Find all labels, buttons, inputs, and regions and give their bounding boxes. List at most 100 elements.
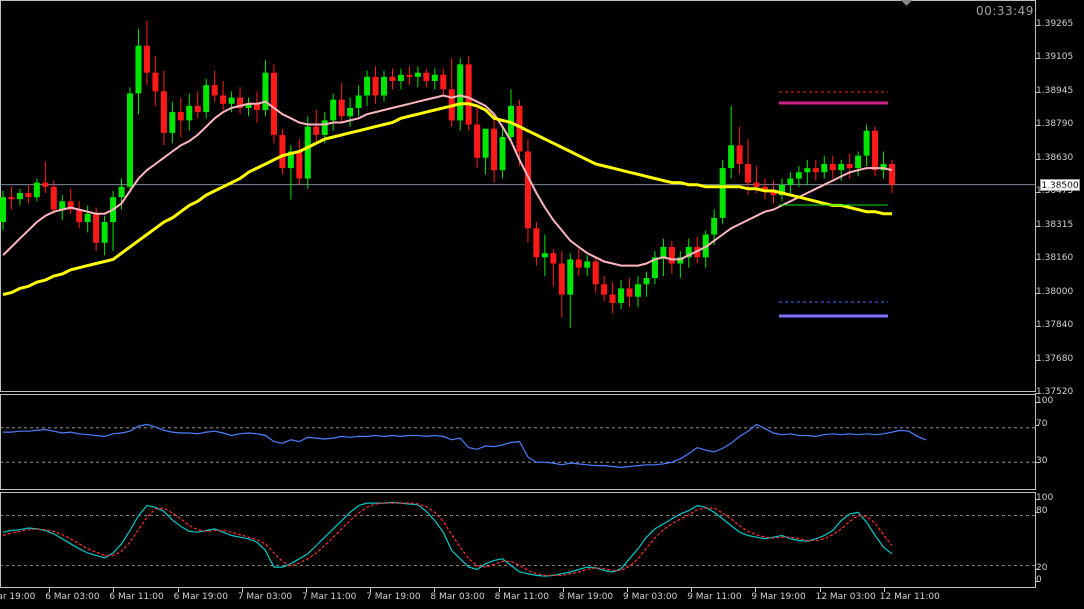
price-axis-label: 1.39105: [1036, 52, 1074, 63]
time-axis-label: 12 Mar 03:00: [815, 592, 876, 602]
candle-body: [42, 182, 49, 187]
price-axis-label: 1.38000: [1036, 286, 1074, 297]
candle-body: [618, 288, 625, 303]
candle-body: [440, 74, 447, 90]
candle-body: [135, 45, 142, 94]
candle-body: [770, 190, 777, 196]
candle-body: [143, 45, 150, 73]
candle-body: [287, 151, 294, 169]
time-axis-label: 12 Mar 11:00: [879, 592, 940, 602]
candle-body: [753, 182, 760, 187]
time-axis-label: 7 Mar 11:00: [302, 592, 357, 602]
candle-body: [601, 284, 608, 295]
candle-body: [668, 246, 675, 264]
candle-body: [558, 263, 565, 295]
stochastic-axis-label: 0: [1036, 575, 1042, 585]
axis-tick: [1035, 91, 1039, 93]
price-axis-label: 1.38315: [1036, 219, 1074, 230]
stochastic-indicator-pane[interactable]: [0, 492, 1036, 588]
candle-body: [491, 128, 498, 171]
axis-tick: [49, 588, 51, 592]
time-axis-label: 6 Mar 03:00: [45, 592, 100, 602]
axis-tick: [1035, 462, 1039, 463]
candle-body: [592, 261, 599, 285]
candle-body: [254, 103, 260, 111]
candle-body: [863, 130, 870, 156]
candle-body: [127, 93, 133, 187]
candle-body: [516, 105, 523, 152]
rsi-axis-label: 70: [1036, 419, 1048, 429]
candle-body: [25, 192, 32, 198]
candle-body: [829, 163, 836, 171]
axis-tick: [883, 588, 885, 592]
time-axis-label: 7 Mar 03:00: [237, 592, 293, 602]
candle-body: [685, 246, 692, 258]
candle-body: [160, 91, 167, 133]
candle-body: [795, 172, 802, 179]
candle-body: [728, 145, 735, 169]
axis-tick: [1035, 581, 1039, 582]
axis-tick: [434, 588, 436, 592]
rsi-axis-label: 100: [1036, 396, 1054, 406]
stochastic-axis-label: 80: [1036, 506, 1048, 516]
candle-body: [245, 103, 252, 108]
candle-body: [169, 112, 176, 133]
fast-moving-average-line: [2, 94, 893, 267]
candle-body: [465, 64, 472, 125]
axis-tick: [1035, 225, 1039, 227]
candle-body: [745, 163, 752, 183]
candle-body: [643, 278, 650, 285]
axis-tick: [1035, 425, 1039, 426]
candle-body: [567, 259, 574, 295]
axis-tick: [1035, 512, 1039, 513]
candle-body: [431, 74, 438, 81]
candle-body: [457, 64, 464, 121]
axis-tick: [241, 588, 243, 592]
candle-body: [677, 257, 684, 264]
stochastic-signal-line: [2, 502, 893, 577]
candle-body: [855, 155, 862, 169]
candle-body: [220, 95, 227, 104]
candle-body: [397, 74, 404, 81]
stochastic-main-line: [2, 501, 893, 577]
price-chart-pane[interactable]: [0, 0, 1036, 392]
candle-body: [414, 72, 421, 77]
axis-tick: [819, 588, 821, 592]
candle-body: [804, 168, 811, 173]
candle-body: [93, 213, 100, 243]
axis-tick: [370, 588, 372, 592]
candle-body: [533, 228, 540, 258]
candle-body: [330, 99, 337, 121]
candle-body: [50, 186, 57, 210]
candle-body: [846, 163, 853, 169]
axis-tick: [113, 588, 115, 592]
candle-body: [406, 74, 413, 77]
time-axis-label: 6 Mar 19:00: [173, 592, 228, 602]
candle-body: [499, 136, 506, 171]
axis-tick: [562, 588, 564, 592]
candle-body: [279, 134, 286, 169]
candle-body: [524, 151, 531, 229]
axis-tick: [1035, 292, 1039, 294]
axis-tick: [1035, 259, 1039, 261]
price-axis-label: 1.39265: [1036, 19, 1074, 29]
candle-body: [16, 192, 23, 200]
candle-body: [778, 184, 785, 196]
candle-body: [541, 253, 548, 258]
price-axis-label: 1.37520: [1036, 387, 1074, 397]
stochastic-axis-label: 100: [1036, 493, 1054, 503]
axis-tick: [1035, 125, 1039, 127]
axis-tick: [1035, 402, 1039, 403]
candle-body: [474, 124, 481, 158]
server-clock: 00:33:49: [976, 4, 1034, 18]
candle-body: [84, 213, 91, 223]
candle-body: [787, 178, 794, 185]
axis-tick: [1035, 569, 1039, 570]
candle-body: [211, 85, 218, 96]
candle-body: [626, 288, 633, 297]
candle-body: [651, 257, 658, 279]
price-axis-label: 1.37840: [1036, 320, 1074, 331]
candle-body: [889, 163, 895, 185]
candle-body: [364, 76, 371, 96]
